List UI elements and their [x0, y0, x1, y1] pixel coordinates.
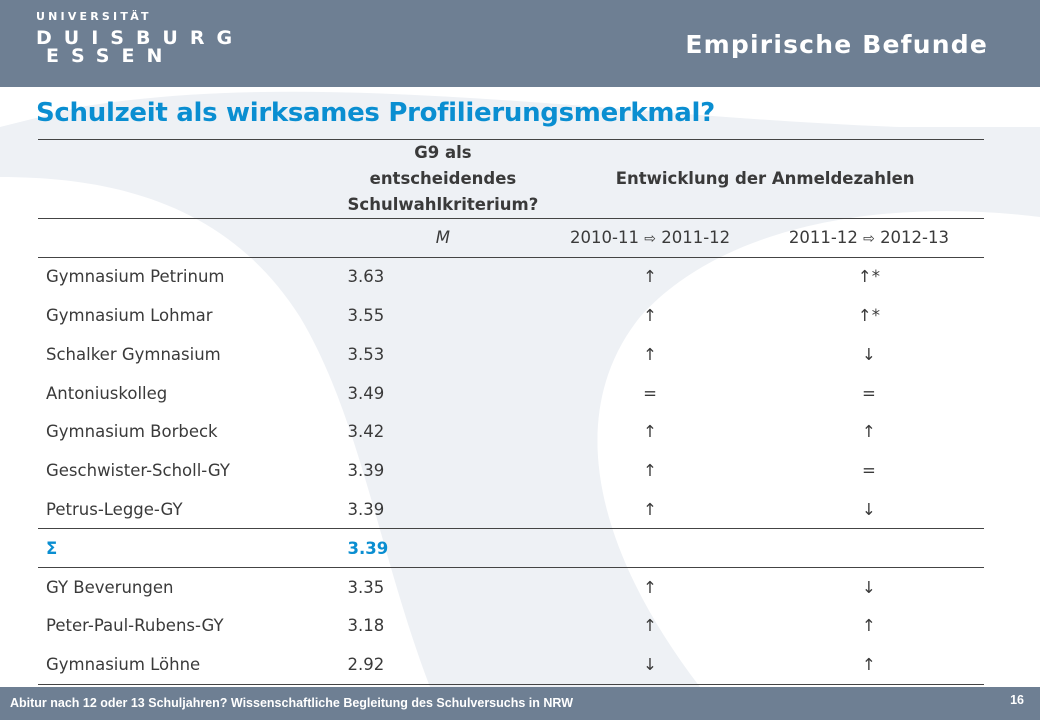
- school-name: Geschwister-Scholl-GY: [46, 461, 230, 481]
- mean-value: 2.92: [339, 645, 547, 685]
- school-name: Peter-Paul-Rubens-GY: [46, 616, 224, 636]
- header-g9: G9 als entscheidendes Schulwahlkriterium…: [339, 139, 547, 219]
- logo-line-duisburg: DUISBURG: [36, 27, 245, 49]
- school-name: Gymnasium Löhne: [38, 645, 340, 685]
- footer-band: [0, 687, 1040, 720]
- table-row: GY Beverungen 3.35 ↑ ↓: [38, 568, 984, 607]
- table-row: Antoniuskolleg 3.49 = =: [38, 374, 984, 413]
- trend-a: ↓: [546, 645, 754, 685]
- mean-value: 3.39: [347, 499, 385, 519]
- mean-value: 3.39: [347, 461, 385, 481]
- trend-a: ↑: [643, 422, 657, 442]
- table-row: Peter-Paul-Rubens-GY 3.18 ↑ ↑: [38, 606, 984, 645]
- footer-text: Abitur nach 12 oder 13 Schuljahren? Wiss…: [10, 696, 573, 710]
- trend-b: =: [862, 461, 876, 481]
- table-row: Gymnasium Borbeck 3.42 ↑ ↑: [38, 412, 984, 451]
- period-a-from: 2010-11: [570, 228, 639, 248]
- period-b-from: 2011-12: [788, 228, 858, 248]
- table-header-row: G9 als entscheidendes Schulwahlkriterium…: [38, 139, 984, 219]
- university-logo: UNIVERSITÄT DUISBURG ESSEN: [36, 10, 245, 67]
- trend-b: ↑: [862, 422, 876, 442]
- results-table: G9 als entscheidendes Schulwahlkriterium…: [38, 139, 984, 685]
- sum-mean-value: 3.39: [339, 528, 547, 569]
- trend-b: =: [862, 383, 876, 403]
- subheader-empty: [38, 218, 340, 258]
- mean-value: 3.63: [347, 267, 385, 287]
- mean-value: 3.53: [347, 344, 385, 364]
- table-row: Gymnasium Petrinum 3.63 ↑ ↑*: [38, 257, 984, 296]
- table-row: Geschwister-Scholl-GY 3.39 ↑ =: [38, 451, 984, 490]
- mean-value: 3.55: [347, 305, 385, 325]
- subheader-m: M: [339, 218, 547, 258]
- period-a-to: 2011-12: [661, 228, 731, 248]
- school-name: Gymnasium Lohmar: [46, 305, 213, 325]
- slide-title: Schulzeit als wirksames Profilierungsmer…: [36, 98, 715, 128]
- header-cell-empty: [38, 139, 340, 219]
- logo-line-universitaet: UNIVERSITÄT: [36, 10, 152, 23]
- trend-b: ↓: [862, 577, 876, 597]
- trend-a: ↑: [643, 577, 657, 597]
- trend-a: ↑: [643, 461, 657, 481]
- school-name: Gymnasium Petrinum: [46, 267, 225, 287]
- sum-label: Σ: [38, 528, 340, 569]
- subheader-period-a: 2010-11 ⇨ 2011-12: [546, 218, 754, 258]
- trend-b: ↑*: [857, 305, 880, 325]
- table-row: Schalker Gymnasium 3.53 ↑ ↓: [38, 335, 984, 374]
- table-row: Gymnasium Löhne 2.92 ↓ ↑: [38, 645, 984, 685]
- trend-a: ↑: [643, 616, 657, 636]
- school-name: GY Beverungen: [46, 577, 174, 597]
- school-name: Petrus-Legge-GY: [46, 499, 183, 519]
- right-arrow-icon: ⇨: [863, 231, 875, 248]
- table-row: Petrus-Legge-GY 3.39 ↑ ↓: [38, 490, 984, 529]
- trend-a: ↑: [643, 499, 657, 519]
- trend-b: ↑: [753, 645, 984, 685]
- subheader-period-b: 2011-12 ⇨ 2012-13: [753, 218, 984, 258]
- mean-value: 3.42: [347, 422, 385, 442]
- page-number: 16: [1010, 693, 1024, 707]
- trend-b: ↓: [862, 499, 876, 519]
- header-entwicklung: Entwicklung der Anmeldezahlen: [546, 139, 984, 219]
- header-g9-line1: G9 als entscheidendes: [369, 143, 517, 188]
- sum-row: Σ 3.39: [38, 528, 984, 569]
- trend-a: ↑: [643, 267, 657, 287]
- mean-value: 3.49: [347, 383, 385, 403]
- trend-b: ↑: [862, 616, 876, 636]
- mean-value: 3.18: [347, 616, 385, 636]
- school-name: Gymnasium Borbeck: [46, 422, 218, 442]
- trend-a: ↑: [643, 305, 657, 325]
- school-name: Schalker Gymnasium: [46, 344, 221, 364]
- period-b-to: 2012-13: [880, 228, 950, 248]
- trend-a: =: [643, 383, 657, 403]
- right-arrow-icon: ⇨: [644, 231, 656, 248]
- logo-line-essen: ESSEN: [46, 45, 175, 67]
- header-band: [0, 0, 1040, 87]
- school-name: Antoniuskolleg: [46, 383, 168, 403]
- trend-b: ↑*: [857, 267, 880, 287]
- table-row: Gymnasium Lohmar 3.55 ↑ ↑*: [38, 296, 984, 335]
- trend-a: ↑: [643, 344, 657, 364]
- trend-b: ↓: [862, 344, 876, 364]
- header-g9-line2: Schulwahlkriterium?: [347, 195, 539, 214]
- table-subheader-row: M 2010-11 ⇨ 2011-12 2011-12 ⇨ 2012-13: [38, 218, 984, 258]
- section-title: Empirische Befunde: [685, 30, 988, 59]
- sum-trend-b: [753, 528, 984, 569]
- mean-value: 3.35: [347, 577, 385, 597]
- sum-trend-a: [546, 528, 754, 569]
